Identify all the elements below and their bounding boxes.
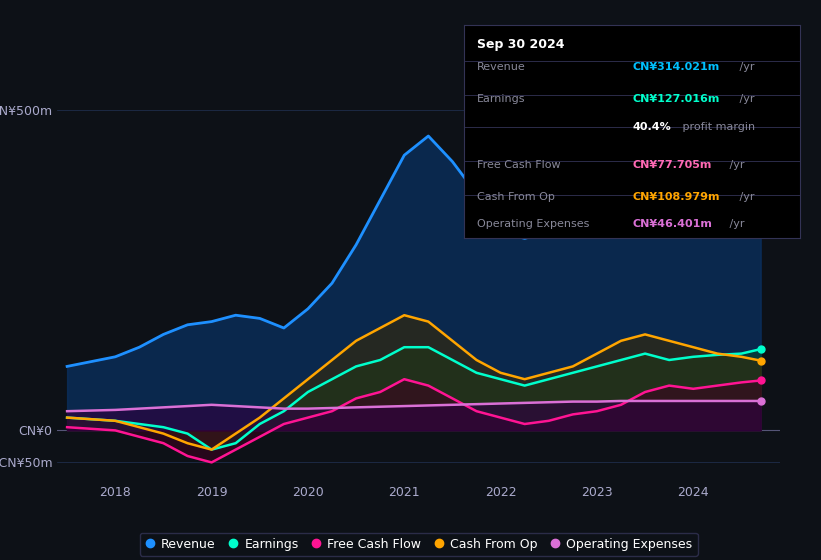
Text: 40.4%: 40.4% (632, 122, 671, 132)
Text: /yr: /yr (736, 62, 754, 72)
Text: /yr: /yr (736, 94, 754, 104)
Text: Cash From Op: Cash From Op (477, 192, 555, 202)
Text: CN¥314.021m: CN¥314.021m (632, 62, 719, 72)
Text: CN¥127.016m: CN¥127.016m (632, 94, 719, 104)
Text: Free Cash Flow: Free Cash Flow (477, 160, 561, 170)
Text: Earnings: Earnings (477, 94, 525, 104)
Legend: Revenue, Earnings, Free Cash Flow, Cash From Op, Operating Expenses: Revenue, Earnings, Free Cash Flow, Cash … (140, 533, 698, 556)
Text: /yr: /yr (727, 160, 745, 170)
Text: Revenue: Revenue (477, 62, 526, 72)
Text: Sep 30 2024: Sep 30 2024 (477, 38, 565, 51)
Text: CN¥108.979m: CN¥108.979m (632, 192, 720, 202)
Text: CN¥77.705m: CN¥77.705m (632, 160, 712, 170)
Text: Operating Expenses: Operating Expenses (477, 220, 589, 230)
Text: /yr: /yr (736, 192, 754, 202)
Text: profit margin: profit margin (679, 122, 755, 132)
Text: CN¥46.401m: CN¥46.401m (632, 220, 712, 230)
Text: /yr: /yr (727, 220, 745, 230)
